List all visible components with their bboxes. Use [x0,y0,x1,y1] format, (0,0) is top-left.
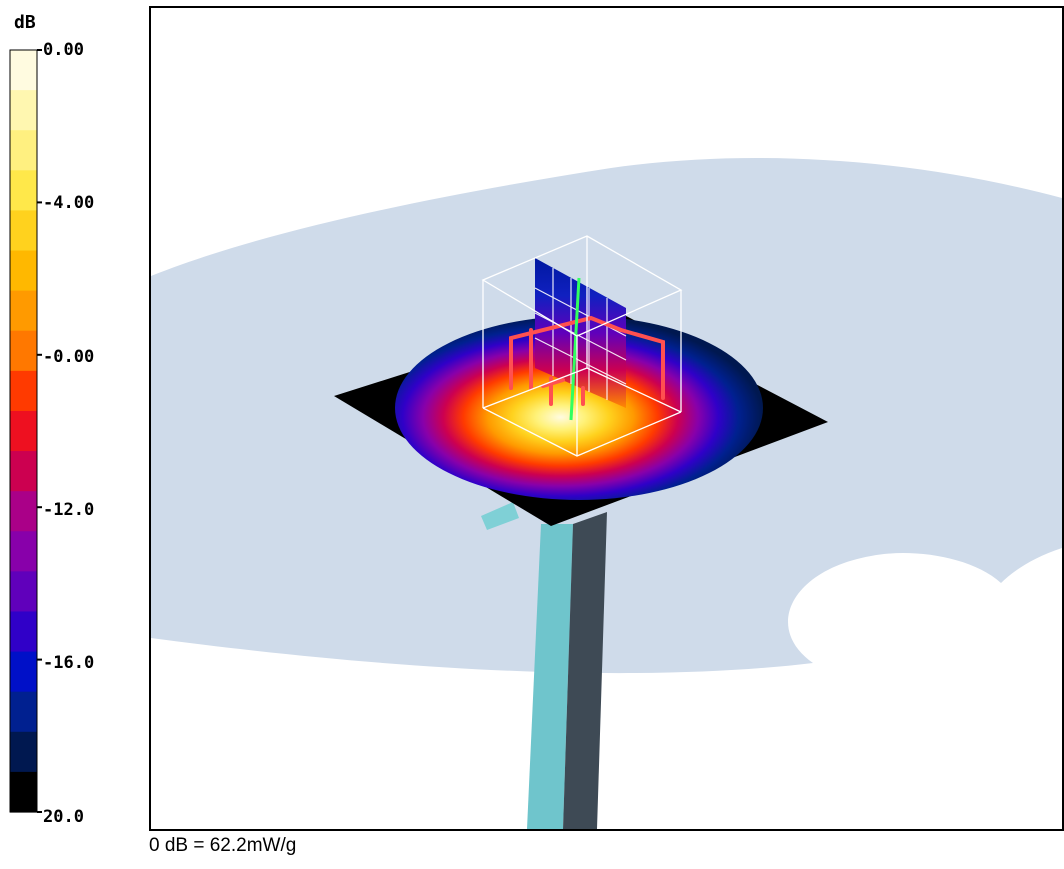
color-band [10,370,37,412]
legend-tick-label: 20.0 [43,807,84,827]
pole-light-side [527,524,573,829]
arm-stub [481,502,519,530]
color-band [10,451,37,492]
legend-unit-label: dB [14,12,36,33]
zoom-scan-slice [535,258,626,408]
color-band [10,290,37,332]
sar-distribution [395,316,763,500]
color-band [10,651,37,693]
color-bands [9,49,38,813]
legend-tick-label: 0.00 [43,40,84,60]
color-band [10,50,37,91]
legend-tick-label: -12.0 [43,500,94,520]
legend-tick-label: -16.0 [43,653,94,673]
sar-scene-svg [151,158,1062,829]
color-band [10,170,37,212]
legend-tick-label: -4.00 [43,193,94,213]
color-band [10,771,37,813]
legend-tick-marks [37,49,42,813]
color-band [10,731,37,773]
feed-line [569,277,581,421]
color-band [10,250,37,292]
color-band [10,691,37,733]
color-band [10,210,37,252]
legend-tick-label: -0.00 [43,347,94,367]
reference-caption: 0 dB = 62.2mW/g [149,835,297,856]
color-bar-frame [9,49,38,813]
color-band [10,491,37,532]
color-scale-legend: dB 0.00 -4.00 -0.00 -12.0 -16.0 20.0 [0,0,150,830]
color-band [10,531,37,572]
color-band [10,330,37,372]
antenna-traces [509,315,665,406]
pole-dark-side [563,512,607,829]
3d-scene-viewport[interactable] [149,6,1064,831]
color-band [10,611,37,653]
color-band [10,571,37,613]
wireframe-cube [481,235,683,457]
color-band [10,410,37,452]
color-scale-svg: dB 0.00 -4.00 -0.00 -12.0 -16.0 20.0 [9,12,94,827]
color-band [10,90,37,131]
color-band [10,130,37,171]
